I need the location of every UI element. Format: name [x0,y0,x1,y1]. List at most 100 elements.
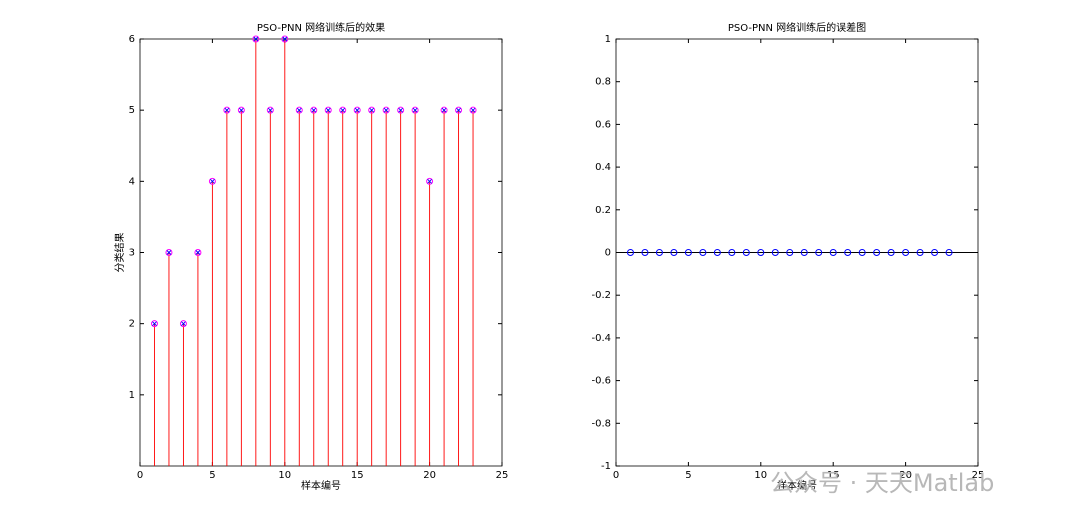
y-tick-label: 6 [129,34,135,45]
marker [224,107,230,113]
marker [237,106,245,114]
x-tick-label: 20 [899,470,912,481]
marker [411,106,419,114]
marker [210,179,215,184]
y-tick-label: 0.2 [595,205,611,216]
axes-box [139,38,503,467]
marker [873,249,881,256]
x-tick-label: 10 [754,470,767,481]
y-tick-label: 0 [605,248,611,259]
y-tick-label: -0.8 [591,418,611,429]
marker [340,107,346,113]
marker [858,249,866,256]
y-tick-label: 0.4 [595,162,611,173]
x-tick-label: 15 [827,470,840,481]
marker [311,107,317,113]
marker [815,249,823,256]
chart-title: PSO-PNN 网络训练后的效果 [257,21,385,34]
marker [324,106,332,114]
x-tick-label: 5 [685,470,691,481]
watermark: 公众号 · 天天Matlab [770,469,994,497]
y-tick-label: -1 [601,461,611,472]
marker [916,249,924,256]
marker [441,107,447,113]
marker [641,249,649,256]
marker [398,107,403,113]
x-tick-label: 5 [209,470,215,481]
marker [253,36,259,42]
y-tick-label: 2 [129,319,135,330]
marker [931,249,939,256]
marker [295,106,303,114]
marker [742,249,750,256]
marker [325,107,331,113]
x-tick-label: 0 [613,470,619,481]
marker [282,36,288,42]
x-axis-label: 样本编号 [301,479,341,492]
x-tick-label: 10 [278,470,291,481]
marker [426,177,434,185]
marker [670,249,678,256]
x-tick-label: 0 [137,470,143,481]
marker [368,106,376,114]
marker [179,320,187,328]
marker [152,321,157,326]
y-tick-label: 0.6 [595,119,611,130]
marker [296,107,302,113]
marker [252,35,260,43]
y-tick-label: 0.8 [595,77,611,88]
marker [427,179,432,184]
marker [195,250,201,255]
marker [354,107,360,113]
marker [397,106,405,114]
marker [655,249,663,256]
x-tick-label: 25 [496,470,509,481]
marker [150,320,158,328]
y-tick-label: 1 [129,390,135,401]
marker [728,249,736,256]
marker [684,249,692,256]
marker [281,35,289,43]
marker [902,249,910,256]
marker [713,249,721,256]
marker [382,106,390,114]
y-tick-label: 3 [129,248,135,259]
x-tick-label: 25 [972,470,985,481]
marker [266,106,274,114]
marker [455,106,463,114]
x-axis-label: 样本编号 [777,479,817,492]
marker [456,107,461,113]
y-tick-label: -0.6 [591,376,611,387]
marker [181,321,186,326]
chart-title: PSO-PNN 网络训练后的误差图 [728,21,866,34]
marker [469,106,477,114]
marker [339,106,347,114]
marker [166,250,172,255]
marker [786,249,794,256]
marker [844,249,852,256]
marker [353,106,361,114]
marker [470,107,476,113]
marker [887,249,895,256]
marker [440,106,448,114]
marker [369,107,374,113]
y-tick-label: 1 [605,34,611,45]
y-axis-label: 分类结果 [113,233,126,273]
marker [239,107,244,113]
marker [771,249,779,256]
marker [699,249,707,256]
y-tick-label: 5 [129,105,135,116]
marker [945,249,953,256]
marker [412,107,418,113]
y-tick-label: 4 [129,176,135,187]
marker [383,107,389,113]
marker [165,249,173,256]
y-tick-label: -0.2 [591,290,611,301]
x-tick-label: 20 [423,470,436,481]
marker [757,249,765,256]
marker [223,106,231,114]
marker [268,107,273,113]
